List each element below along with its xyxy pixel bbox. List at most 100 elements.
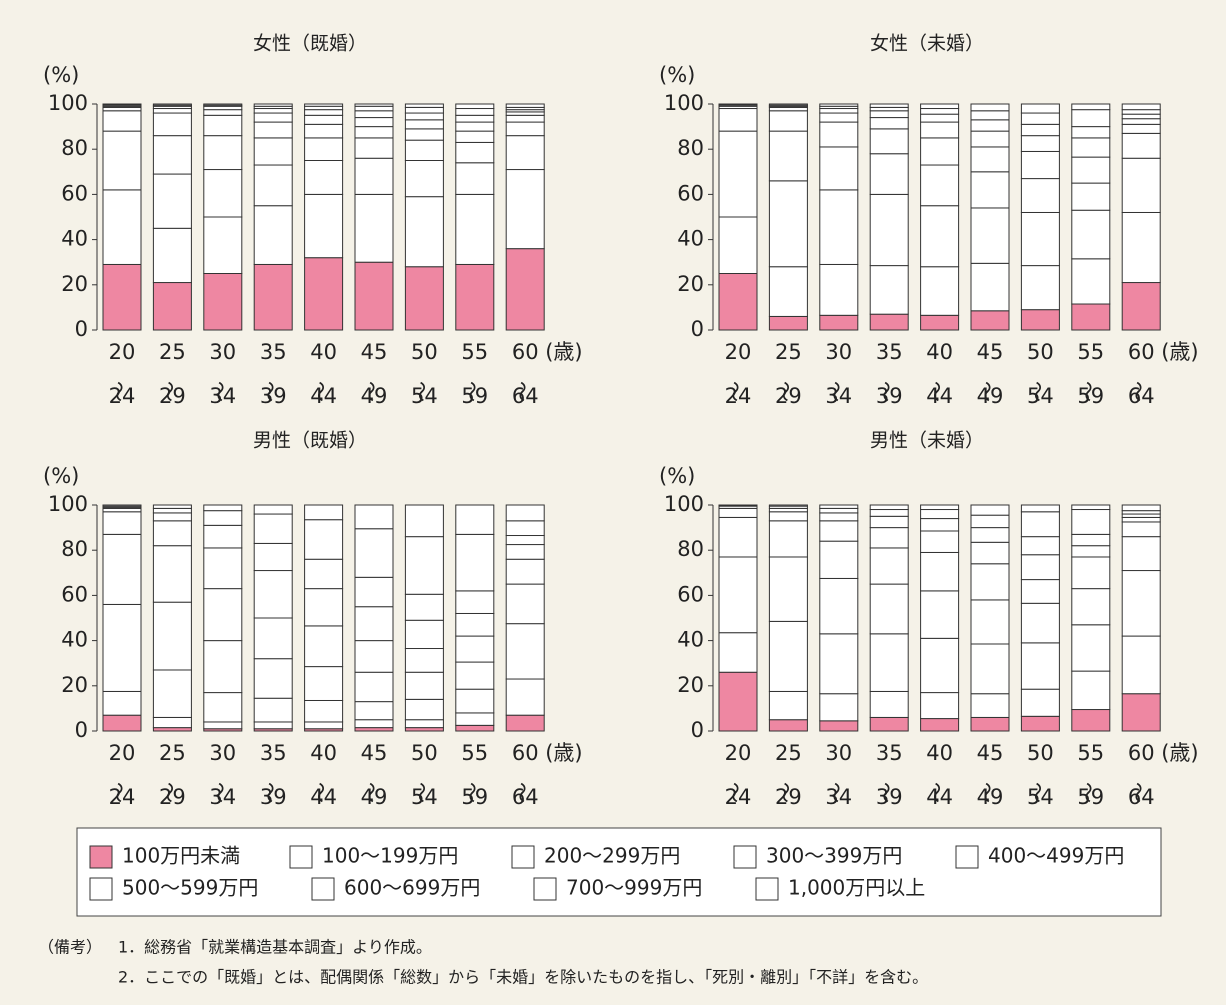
- y-tick-label: 100: [48, 91, 88, 115]
- bar-segment: [505, 103, 545, 108]
- bar-segment: [819, 121, 859, 148]
- bar-segment: [1121, 118, 1161, 125]
- bar-segment: [819, 103, 859, 107]
- x-axis-label: (歳): [1161, 741, 1198, 765]
- bar-segment: [970, 541, 1010, 565]
- bar-segment: [152, 512, 192, 522]
- bar-segment: [1020, 135, 1060, 152]
- bar-segment: [1121, 635, 1161, 695]
- bar-segment: [819, 540, 859, 579]
- bar-segment: [354, 193, 394, 263]
- bar-segment: [819, 577, 859, 635]
- y-tick-label: 60: [677, 181, 704, 205]
- y-tick-label: 40: [677, 227, 704, 251]
- x-tick-label: 35 ～39: [258, 741, 287, 809]
- bar-segment: [718, 556, 758, 634]
- bar-segment: [920, 121, 960, 139]
- bar-segment: [203, 640, 243, 694]
- bar-segment: [1071, 156, 1111, 184]
- x-tick-label: 30 ～34: [823, 741, 852, 809]
- y-axis-label: (%): [43, 63, 79, 87]
- y-tick-label: 60: [61, 582, 88, 606]
- y-tick-label: 60: [677, 582, 704, 606]
- bar-segment: [455, 612, 495, 637]
- bar-segment: [505, 111, 545, 116]
- bar-segment: [718, 216, 758, 274]
- x-tick-label: 60 ～64: [510, 340, 539, 408]
- bar-segment: [1121, 211, 1161, 284]
- bar-segment: [203, 216, 243, 274]
- x-tick-label: 55 ～59: [1075, 741, 1104, 809]
- bar-segment: [152, 601, 192, 671]
- bar-segment: [819, 108, 859, 114]
- notes-label: （備考）: [38, 938, 102, 957]
- legend-swatch: [89, 845, 113, 869]
- x-tick-label: 55 ～59: [459, 741, 488, 809]
- bar-segment: [253, 112, 293, 123]
- x-tick-label: 25 ～29: [773, 741, 802, 809]
- bar-segment: [203, 721, 243, 730]
- bar-segment: [404, 266, 444, 331]
- bar-segment: [152, 135, 192, 175]
- bar-segment: [768, 620, 808, 692]
- y-axis-label: (%): [659, 63, 695, 87]
- bar-segment: [920, 518, 960, 532]
- bar-segment: [203, 273, 243, 331]
- bar-segment: [203, 588, 243, 642]
- bar-segment: [354, 606, 394, 642]
- x-axis-label: (歳): [545, 340, 582, 364]
- legend-label: 400～499万円: [988, 844, 1124, 868]
- x-tick-label: 60 ～64: [1126, 741, 1155, 809]
- x-tick-label: 35 ～39: [874, 741, 903, 809]
- bar-segment: [869, 633, 909, 692]
- bar-segment: [253, 721, 293, 730]
- bar-segment: [869, 509, 909, 517]
- bar-segment: [869, 153, 909, 195]
- bar-segment: [505, 678, 545, 716]
- bar-segment: [819, 112, 859, 123]
- x-axis-label: (歳): [1161, 340, 1198, 364]
- bar-segment: [304, 519, 344, 560]
- bar-segment: [920, 113, 960, 123]
- x-tick-label: 20 ～24: [723, 741, 752, 809]
- bar-segment: [970, 643, 1010, 695]
- bar-segment: [203, 114, 243, 137]
- bar-segment: [970, 207, 1010, 264]
- bar-segment: [920, 137, 960, 166]
- bar-segment: [404, 128, 444, 141]
- bar-segment: [1071, 109, 1111, 128]
- y-axis-label: (%): [43, 464, 79, 488]
- y-tick-label: 100: [664, 91, 704, 115]
- bar-segment: [718, 507, 758, 518]
- bar-segment: [203, 692, 243, 723]
- bar-segment: [970, 599, 1010, 645]
- x-tick-label: 45 ～49: [975, 340, 1004, 408]
- bar-segment: [455, 263, 495, 331]
- bar-segment: [505, 583, 545, 625]
- bar-segment: [304, 666, 344, 701]
- x-tick-label: 30 ～34: [823, 340, 852, 408]
- bar-segment: [253, 205, 293, 265]
- bar-segment: [253, 513, 293, 544]
- bar-segment: [768, 110, 808, 132]
- legend-swatch: [89, 877, 113, 901]
- bar-segment: [1020, 112, 1060, 125]
- bar-segment: [404, 504, 444, 538]
- bar-segment: [1020, 579, 1060, 604]
- bar-segment: [970, 527, 1010, 543]
- bar-segment: [1121, 521, 1161, 538]
- bar-segment: [253, 570, 293, 619]
- bar-segment: [253, 697, 293, 723]
- bar-segment: [768, 556, 808, 622]
- bar-segment: [455, 661, 495, 690]
- bar-segment: [768, 106, 808, 112]
- bar-segment: [1020, 265, 1060, 311]
- bar-segment: [354, 671, 394, 703]
- bar-segment: [102, 603, 142, 692]
- bar-segment: [920, 266, 960, 316]
- bar-segment: [970, 130, 1010, 148]
- bar-segment: [505, 169, 545, 250]
- bar-segment: [1121, 570, 1161, 637]
- bar-segment: [404, 103, 444, 108]
- bar-segment: [152, 520, 192, 547]
